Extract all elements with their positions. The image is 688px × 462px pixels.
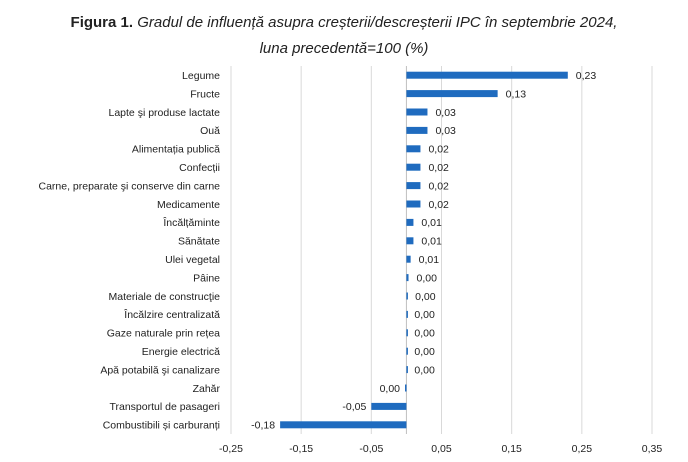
category-label: Încălțăminte	[162, 216, 220, 229]
value-label: 0,01	[421, 236, 442, 248]
category-label: Fructe	[190, 88, 220, 100]
category-labels: Legume Fructe Lapte şi produse lactate Ouă A…	[38, 70, 220, 432]
category-label: Ouă	[200, 125, 220, 137]
bar	[405, 384, 407, 392]
bar	[406, 310, 408, 318]
category-label: Energie electrică	[142, 346, 220, 358]
bar	[406, 145, 421, 153]
x-tick-label: 0,35	[642, 443, 663, 455]
bar	[406, 366, 408, 374]
value-label: 0,02	[428, 162, 449, 174]
bar	[406, 218, 414, 226]
category-label: Ulei vegetal	[165, 254, 220, 266]
category-label: Transportul de pasageri	[109, 401, 220, 413]
value-label: 0,13	[506, 88, 527, 100]
chart-title: Figura 1. Gradul de influență asupra cre…	[0, 10, 688, 62]
category-label: Confecții	[179, 162, 220, 174]
category-label: Alimentația publică	[132, 144, 220, 156]
bar	[406, 329, 408, 337]
title-text: Gradul de influență asupra creșterii/des…	[137, 14, 618, 31]
bar	[406, 255, 411, 263]
bar	[406, 108, 428, 116]
x-tick-label: -0,15	[289, 443, 313, 455]
gridlines	[230, 66, 653, 434]
category-label: Legume	[182, 70, 220, 82]
category-label: Materiale de construcţie	[109, 291, 221, 303]
value-label: -0,18	[251, 420, 275, 432]
bar	[406, 200, 421, 208]
bar	[280, 421, 407, 429]
bar	[406, 71, 568, 79]
title-subtitle: luna precedentă=100 (%)	[259, 40, 429, 57]
x-tick-label: 0,25	[572, 443, 593, 455]
value-label: 0,01	[421, 217, 442, 229]
figure-number: Figura 1.	[70, 14, 134, 31]
category-label: Medicamente	[157, 199, 220, 211]
category-label: Carne, preparate şi conserve din carne	[38, 180, 220, 192]
value-label: 0,23	[576, 70, 597, 82]
category-label: Încălzire centralizată	[123, 308, 220, 321]
bar	[406, 182, 421, 190]
x-tick-label: 0,05	[431, 443, 452, 455]
x-tick-label: -0,25	[219, 443, 243, 455]
category-label: Lapte şi produse lactate	[109, 107, 221, 119]
value-label: 0,00	[414, 346, 435, 358]
bar	[371, 402, 407, 410]
x-tick-label: 0,15	[501, 443, 522, 455]
bar	[406, 347, 408, 355]
value-label: 0,00	[380, 383, 401, 395]
value-label: 0,03	[435, 107, 456, 119]
value-label: 0,00	[414, 309, 435, 321]
value-label: 0,02	[428, 144, 449, 156]
category-label: Zahăr	[193, 383, 221, 395]
category-label: Apă potabilă şi canalizare	[100, 364, 220, 376]
value-label: 0,03	[435, 125, 456, 137]
value-label: -0,05	[342, 401, 366, 413]
bar	[406, 274, 409, 282]
bar	[406, 237, 414, 245]
x-axis-tick-labels: -0,25 -0,15 -0,05 0,05 0,15 0,25 0,35	[219, 443, 662, 455]
bar	[406, 90, 498, 98]
value-labels: 0,23 0,13 0,03 0,03 0,02 0,02 0,02 0,02 0,01 0,01…	[251, 70, 596, 432]
value-label: 0,00	[415, 291, 436, 303]
value-label: 0,00	[414, 328, 435, 340]
category-label: Sănătate	[178, 236, 220, 248]
bar	[406, 163, 421, 171]
value-label: 0,02	[428, 199, 449, 211]
bars	[280, 71, 568, 429]
x-tick-label: -0,05	[359, 443, 383, 455]
value-label: 0,01	[419, 254, 440, 266]
value-label: 0,00	[417, 272, 438, 284]
category-label: Gaze naturale prin rețea	[107, 328, 220, 340]
value-label: 0,00	[414, 364, 435, 376]
category-label: Combustibili și carburanți	[103, 420, 220, 432]
category-label: Pâine	[193, 272, 220, 284]
value-label: 0,02	[428, 180, 449, 192]
bar	[406, 126, 428, 134]
bar	[406, 292, 408, 300]
